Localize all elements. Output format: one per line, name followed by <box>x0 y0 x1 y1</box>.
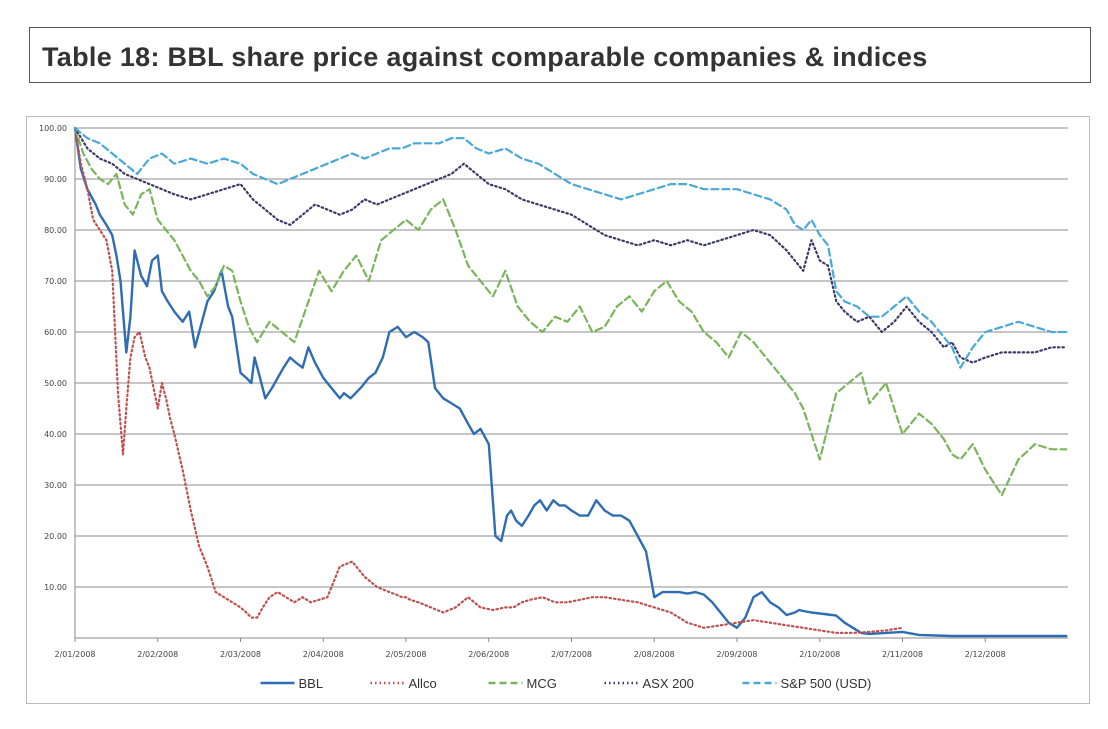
x-tick-label: 2/06/2008 <box>468 650 509 659</box>
y-tick-label: 40.00 <box>44 430 67 439</box>
series-line-bbl <box>73 126 1068 638</box>
title-box: Table 18: BBL share price against compar… <box>29 27 1091 83</box>
x-tick-label: 2/09/2008 <box>716 650 757 659</box>
y-axis-ticks: 10.00 20.00 30.00 40.00 50.00 60.00 70.00 80.00… <box>39 124 67 592</box>
chart-frame <box>26 116 1090 704</box>
legend-label-allco: Allco <box>409 676 437 691</box>
x-tick-label: 2/04/2008 <box>303 650 344 659</box>
y-tick-label: 100.00 <box>39 124 67 133</box>
y-tick-label: 50.00 <box>44 379 67 388</box>
x-tick-label: 2/05/2008 <box>385 650 426 659</box>
grid-lines <box>74 127 1068 639</box>
x-tick-label: 2/01/2008 <box>54 650 95 659</box>
legend-label-mcg: MCG <box>527 676 557 691</box>
series-line-mcg <box>73 126 1068 497</box>
x-tick-label: 2/12/2008 <box>965 650 1006 659</box>
series-line-s-p-500-usd <box>73 126 1068 369</box>
legend-label-asx-200: ASX 200 <box>643 676 694 691</box>
legend-label-bbl: BBL <box>299 676 324 691</box>
y-tick-label: 90.00 <box>44 175 67 184</box>
x-tick-label: 2/11/2008 <box>882 650 923 659</box>
legend: BBL Allco MCG ASX 200 S&P 500 (USD) <box>260 676 872 691</box>
x-axis-ticks: 2/01/2008 2/02/2008 2/03/2008 2/04/2008 2/05… <box>54 638 1006 659</box>
y-tick-label: 60.00 <box>44 328 67 337</box>
legend-label-s-p-500-usd: S&P 500 (USD) <box>781 676 872 691</box>
y-tick-label: 80.00 <box>44 226 67 235</box>
y-tick-label: 20.00 <box>44 532 67 541</box>
series-line-asx-200 <box>73 126 1068 364</box>
x-tick-label: 2/03/2008 <box>220 650 261 659</box>
page-title: Table 18: BBL share price against compar… <box>42 42 928 72</box>
x-tick-label: 2/08/2008 <box>634 650 675 659</box>
series-line-allco <box>73 126 904 635</box>
y-tick-label: 70.00 <box>44 277 67 286</box>
y-tick-label: 30.00 <box>44 481 67 490</box>
series-lines <box>73 126 1068 638</box>
x-tick-label: 2/02/2008 <box>137 650 178 659</box>
y-tick-label: 10.00 <box>44 583 67 592</box>
x-tick-label: 2/10/2008 <box>799 650 840 659</box>
x-tick-label: 2/07/2008 <box>551 650 592 659</box>
